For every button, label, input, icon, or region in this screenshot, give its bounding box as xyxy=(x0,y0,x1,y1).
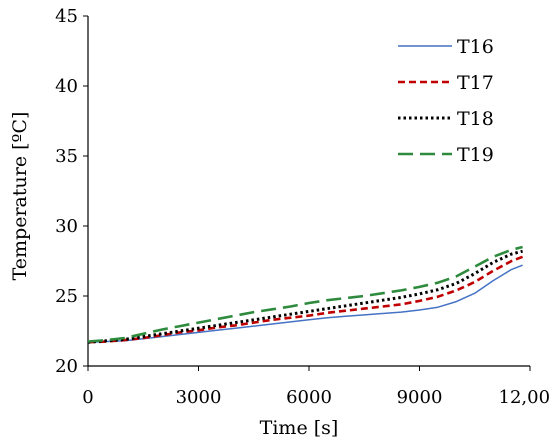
x-tick-label: 0 xyxy=(82,387,93,408)
legend: T16 T17 T18 T19 xyxy=(398,36,494,166)
series-line-t19 xyxy=(87,245,523,343)
x-tick-label: 6000 xyxy=(286,387,332,408)
x-axis-title: Time [s] xyxy=(260,417,339,439)
legend-label-t18: T18 xyxy=(457,108,494,130)
y-axis-title: Temperature [ºC] xyxy=(9,112,31,281)
y-tick-label: 25 xyxy=(55,286,78,307)
legend-label-t17: T17 xyxy=(457,72,494,94)
series-line-t16 xyxy=(87,264,523,343)
y-tick-label: 35 xyxy=(55,146,78,167)
plot-axes: 20 25 30 35 40 45 0 3000 6000 9000 12,000 xyxy=(55,6,550,408)
y-tick-label: 30 xyxy=(55,216,78,237)
y-tick-label: 40 xyxy=(55,76,78,97)
x-tick-label: 3000 xyxy=(176,387,222,408)
y-tick-label: 45 xyxy=(55,6,78,27)
x-tick-label: 9000 xyxy=(397,387,443,408)
series-line-t17 xyxy=(87,255,524,344)
series-line-t18 xyxy=(87,249,523,344)
y-tick-label: 20 xyxy=(55,356,78,377)
series-layer xyxy=(87,245,524,344)
legend-label-t19: T19 xyxy=(457,144,494,166)
x-tick-label: 12,000 xyxy=(499,387,550,408)
legend-label-t16: T16 xyxy=(457,36,494,58)
